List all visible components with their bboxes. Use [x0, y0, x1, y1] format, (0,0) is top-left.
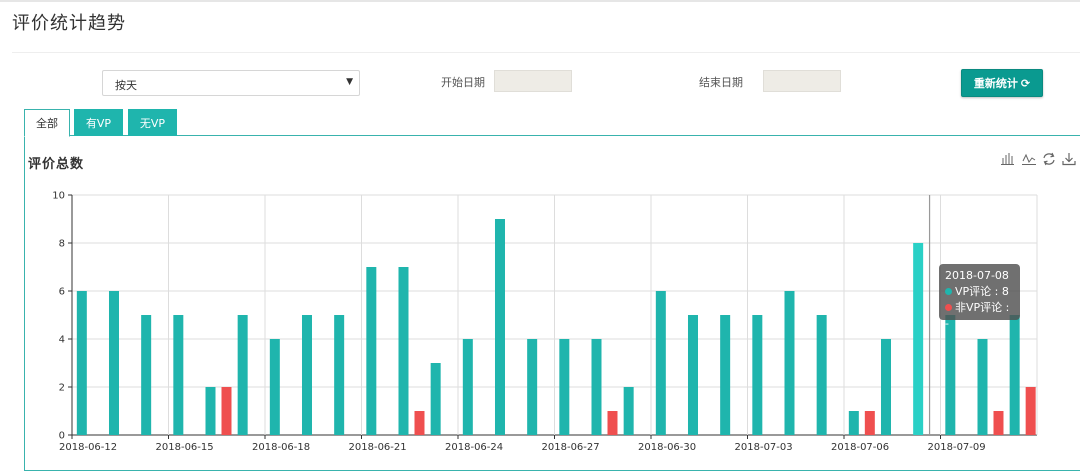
bar-vp[interactable]: [977, 339, 988, 435]
y-tick-label: 2: [59, 383, 65, 394]
start-date-input[interactable]: [494, 70, 572, 92]
tooltip-date: 2018-07-08: [945, 269, 1009, 282]
tab-without-vp[interactable]: 无VP: [128, 109, 177, 136]
tooltip-vp-label: VP评论: [955, 285, 992, 298]
tooltip-row-non-vp: 非VP评论 : -: [945, 300, 1014, 332]
bar-vp[interactable]: [559, 339, 570, 435]
bar-vp[interactable]: [237, 315, 248, 435]
bar-vp[interactable]: [720, 315, 731, 435]
bar-chart-icon[interactable]: [1001, 153, 1014, 165]
y-tick-label: 10: [52, 191, 65, 202]
x-tick-label: 2018-06-27: [542, 442, 600, 453]
granularity-select-value: 按天: [115, 79, 137, 92]
recalculate-button[interactable]: 重新统计 ⟳: [961, 69, 1043, 97]
bar-vp[interactable]: [76, 291, 87, 435]
bar-vp[interactable]: [462, 339, 473, 435]
refresh-icon: ⟳: [1020, 76, 1031, 90]
recalculate-button-label: 重新统计: [973, 77, 1018, 90]
bar-vp[interactable]: [945, 315, 956, 435]
caret-down-icon: ▼: [346, 77, 353, 87]
x-tick-label: 2018-06-24: [445, 442, 503, 453]
restore-icon[interactable]: [1043, 152, 1055, 166]
end-date-input[interactable]: [763, 70, 841, 92]
bar-vp[interactable]: [591, 339, 602, 435]
bar-vp[interactable]: [687, 315, 698, 435]
bar-vp[interactable]: [752, 315, 763, 435]
bar-non-vp[interactable]: [864, 411, 875, 435]
bar-vp[interactable]: [269, 339, 280, 435]
tooltip-non-vp-label: 非VP评论: [955, 301, 1003, 314]
x-tick-label: 2018-06-30: [638, 442, 696, 453]
chart-tooltip: 2018-07-08 VP评论 : 8 非VP评论 : -: [939, 264, 1020, 330]
bar-vp[interactable]: [880, 339, 891, 435]
bar-vp[interactable]: [301, 315, 312, 435]
tooltip-vp-value: 8: [1001, 285, 1009, 298]
x-tick-label: 2018-07-06: [831, 442, 889, 453]
bar-vp[interactable]: [655, 291, 666, 435]
bar-non-vp[interactable]: [607, 411, 618, 435]
bar-vp[interactable]: [366, 267, 377, 435]
tooltip-non-vp-separator: :: [1002, 301, 1010, 314]
vp-legend-dot: [945, 288, 952, 295]
bar-vp[interactable]: [816, 315, 827, 435]
y-tick-label: 4: [59, 335, 65, 346]
bar-non-vp[interactable]: [993, 411, 1004, 435]
y-tick-label: 0: [59, 431, 65, 442]
bar-vp[interactable]: [173, 315, 184, 435]
x-tick-label: 2018-06-18: [252, 442, 310, 453]
x-tick-label: 2018-07-03: [735, 442, 793, 453]
start-date-label: 开始日期: [441, 76, 485, 89]
line-chart-icon[interactable]: [1022, 153, 1036, 165]
tooltip-row-vp: VP评论 : 8: [945, 284, 1014, 300]
non-vp-legend-dot: [945, 304, 952, 311]
x-tick-label: 2018-07-09: [928, 442, 986, 453]
tooltip-non-vp-value: -: [945, 317, 949, 330]
y-tick-label: 6: [59, 287, 65, 298]
bar-vp[interactable]: [913, 243, 924, 435]
chart-panel: [24, 135, 1080, 471]
x-tick-label: 2018-06-12: [59, 442, 117, 453]
bar-vp[interactable]: [334, 315, 345, 435]
download-icon[interactable]: [1062, 153, 1076, 166]
tooltip-vp-separator: :: [991, 285, 1002, 298]
granularity-select[interactable]: 按天 ▼: [102, 70, 360, 96]
tab-all[interactable]: 全部: [24, 109, 70, 137]
bar-vp[interactable]: [494, 219, 505, 435]
bar-non-vp[interactable]: [414, 411, 425, 435]
bar-vp[interactable]: [1009, 315, 1020, 435]
bar-vp[interactable]: [784, 291, 795, 435]
bar-non-vp[interactable]: [221, 387, 232, 435]
title-divider: [12, 52, 1080, 53]
bar-vp[interactable]: [848, 411, 859, 435]
bar-vp[interactable]: [623, 387, 634, 435]
bar-vp[interactable]: [141, 315, 152, 435]
tab-with-vp[interactable]: 有VP: [74, 109, 123, 136]
y-tick-label: 8: [59, 239, 65, 250]
bar-vp[interactable]: [398, 267, 409, 435]
bar-vp[interactable]: [430, 363, 441, 435]
bar-vp[interactable]: [527, 339, 538, 435]
chart-title: 评价总数: [28, 157, 85, 172]
x-tick-label: 2018-06-15: [156, 442, 214, 453]
top-border: [0, 0, 1080, 2]
bar-vp[interactable]: [205, 387, 216, 435]
chart-toolbox: [1001, 152, 1076, 166]
page-title: 评价统计趋势: [12, 13, 126, 34]
end-date-label: 结束日期: [699, 76, 743, 89]
bar-non-vp[interactable]: [1025, 387, 1036, 435]
x-tick-label: 2018-06-21: [349, 442, 407, 453]
bar-vp[interactable]: [108, 291, 119, 435]
